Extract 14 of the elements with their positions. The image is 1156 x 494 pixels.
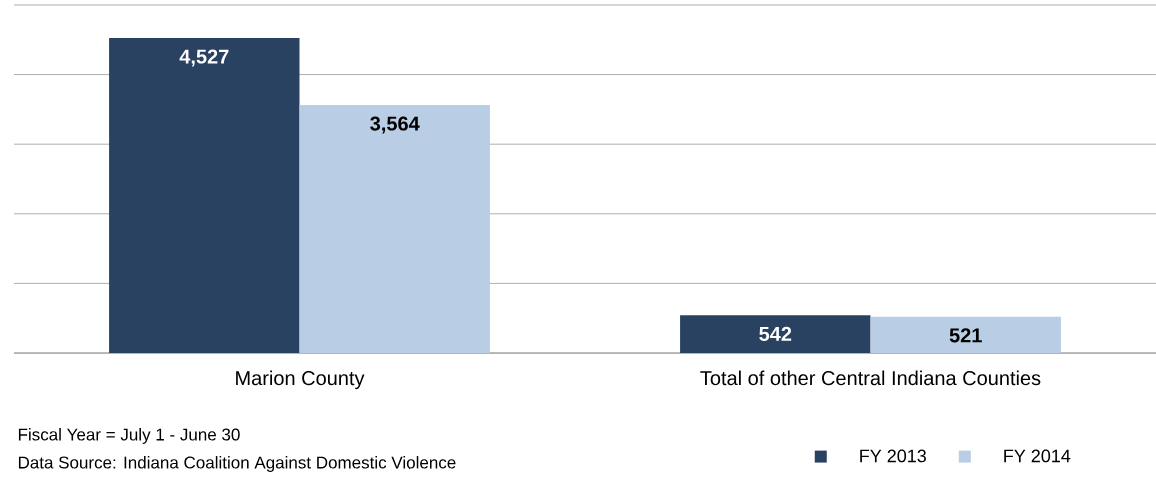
legend-label: FY 2013 bbox=[860, 449, 926, 463]
x-tick-label: Marion County bbox=[236, 370, 365, 390]
legend-label: FY 2014 bbox=[1004, 449, 1071, 463]
data-label: 4,527 bbox=[179, 49, 229, 67]
bar bbox=[299, 104, 490, 353]
text: Fiscal Year = July 1 - June 30 bbox=[18, 428, 240, 444]
bar bbox=[870, 316, 1061, 353]
bar bbox=[680, 315, 871, 353]
bar bbox=[109, 37, 300, 353]
x-tick-label: Total of other Central Indiana Counties bbox=[700, 370, 1041, 386]
data-label: 3,564 bbox=[370, 116, 420, 134]
data-label: 521 bbox=[949, 328, 982, 343]
data-label: 542 bbox=[759, 326, 792, 341]
source-note: Data Source: Indiana Coalition Against Domestic Violence bbox=[18, 456, 456, 472]
